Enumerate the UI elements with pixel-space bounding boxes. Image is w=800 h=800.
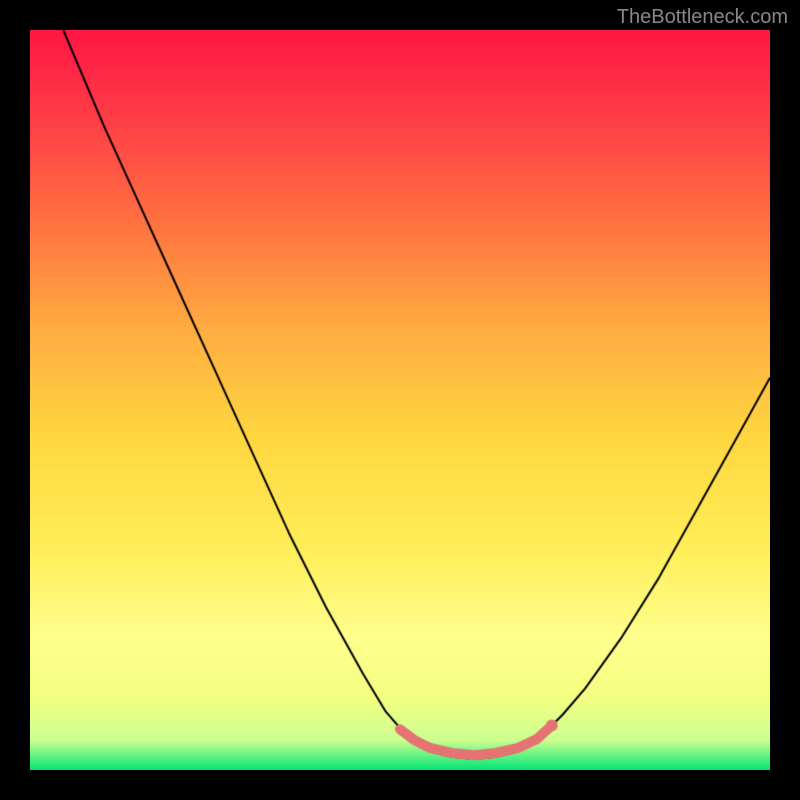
bottleneck-chart-canvas: [30, 30, 770, 770]
watermark-text: TheBottleneck.com: [617, 6, 788, 29]
chart-container: [30, 30, 770, 770]
